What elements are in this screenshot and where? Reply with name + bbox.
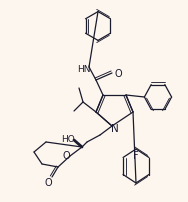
Text: N: N: [111, 123, 119, 133]
Text: O: O: [114, 69, 122, 79]
Text: O: O: [62, 150, 70, 160]
Text: F: F: [133, 150, 139, 160]
Text: HO: HO: [61, 135, 75, 144]
Text: O: O: [44, 177, 52, 187]
Text: HN: HN: [77, 64, 91, 73]
